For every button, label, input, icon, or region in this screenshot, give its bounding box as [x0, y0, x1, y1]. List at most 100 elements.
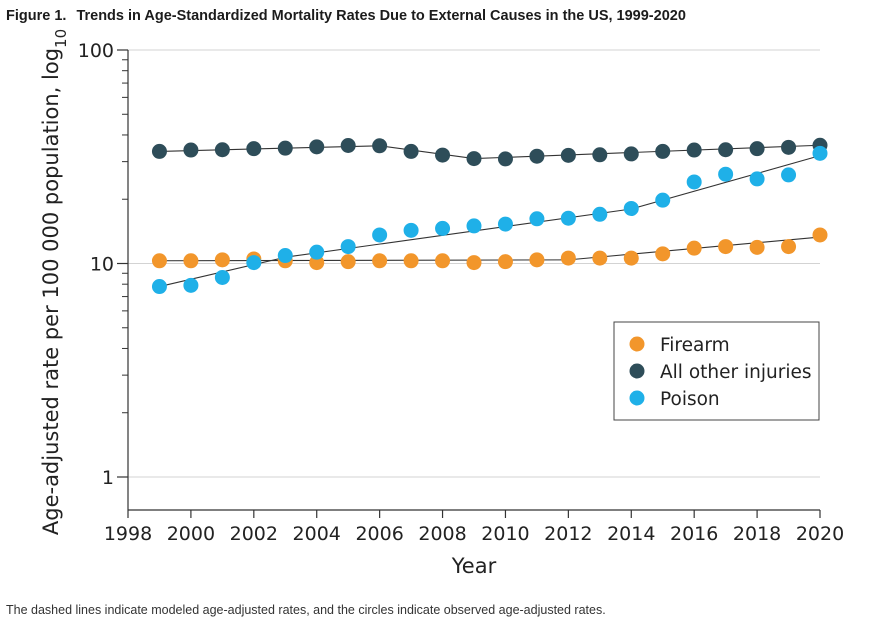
point-poison	[214, 269, 230, 285]
point-poison	[151, 279, 167, 295]
point-poison	[183, 277, 199, 293]
point-poison	[529, 211, 545, 227]
point-all-other-injuries	[151, 143, 167, 159]
point-all-other-injuries	[497, 151, 513, 167]
x-tick-label: 2012	[544, 523, 592, 545]
x-tick-label: 2008	[418, 523, 466, 545]
figure-title: Figure 1. Trends in Age-Standardized Mort…	[6, 8, 686, 24]
legend-marker-all-other-injuries	[629, 363, 645, 379]
legend-label-firearm: Firearm	[660, 335, 730, 356]
model-line-all-other-injuries-3	[473, 144, 821, 160]
point-firearm	[309, 255, 325, 271]
point-poison	[655, 192, 671, 208]
point-all-other-injuries	[529, 148, 545, 164]
point-poison	[560, 210, 576, 226]
point-firearm	[529, 252, 545, 268]
point-firearm	[435, 253, 451, 269]
legend-marker-poison	[629, 390, 645, 406]
x-tick-label: 2018	[733, 523, 781, 545]
figure-caption: The dashed lines indicate modeled age-ad…	[6, 603, 606, 617]
y-tick-label: 10	[90, 254, 114, 276]
point-poison	[435, 220, 451, 236]
point-firearm	[466, 255, 482, 271]
point-all-other-injuries	[781, 139, 797, 155]
point-firearm	[497, 254, 513, 270]
point-poison	[718, 166, 734, 182]
point-firearm	[592, 250, 608, 266]
y-axis-title-main: Age-adjusted rate per 100 000 population…	[39, 48, 63, 535]
legend-marker-firearm	[629, 336, 645, 352]
point-poison	[781, 167, 797, 183]
point-firearm	[151, 253, 167, 269]
point-firearm	[340, 254, 356, 270]
point-poison	[592, 206, 608, 222]
point-firearm	[812, 227, 828, 243]
point-firearm	[655, 246, 671, 262]
x-tick-label: 2020	[796, 523, 844, 545]
point-all-other-injuries	[560, 147, 576, 163]
legend: Firearm All other injuries Poison	[613, 321, 820, 421]
point-all-other-injuries	[403, 143, 419, 159]
point-firearm	[403, 253, 419, 269]
y-axis-title-subscript: 10	[52, 29, 70, 48]
point-poison	[466, 218, 482, 234]
point-all-other-injuries	[686, 142, 702, 158]
point-all-other-injuries	[277, 140, 293, 156]
point-all-other-injuries	[340, 138, 356, 154]
point-poison	[246, 255, 262, 271]
point-firearm	[686, 240, 702, 256]
point-all-other-injuries	[592, 147, 608, 163]
point-firearm	[183, 253, 199, 269]
y-tick-label: 100	[78, 40, 114, 62]
data-points	[151, 137, 828, 295]
point-poison	[309, 244, 325, 260]
x-tick-label: 2006	[355, 523, 403, 545]
point-all-other-injuries	[466, 151, 482, 167]
point-firearm	[749, 239, 765, 255]
point-firearm	[372, 253, 388, 269]
point-all-other-injuries	[309, 139, 325, 155]
x-tick-label: 2000	[167, 523, 215, 545]
point-all-other-injuries	[435, 147, 451, 163]
y-axis-title: Age-adjusted rate per 100 000 population…	[39, 29, 70, 535]
legend-label-all-other-injuries: All other injuries	[660, 362, 811, 383]
x-axis-title: Year	[451, 554, 497, 578]
point-poison	[623, 200, 639, 216]
point-all-other-injuries	[214, 142, 230, 158]
point-firearm	[718, 239, 734, 255]
point-poison	[403, 222, 419, 238]
point-poison	[372, 227, 388, 243]
y-tick-label: 1	[102, 467, 114, 489]
axes: 1 10 100 1998 2000 2002 2004 2006 2008 2010 2012 20…	[78, 40, 844, 545]
point-firearm	[560, 250, 576, 266]
legend-box	[613, 321, 820, 421]
point-poison	[497, 216, 513, 232]
point-all-other-injuries	[718, 142, 734, 158]
point-poison	[277, 248, 293, 264]
figure-label: Figure 1.	[6, 8, 67, 24]
model-line-poison-2	[285, 208, 632, 258]
point-firearm	[623, 250, 639, 266]
figure-title-text: Trends in Age-Standardized Mortality Rat…	[76, 8, 686, 24]
point-all-other-injuries	[655, 143, 671, 159]
point-poison	[340, 239, 356, 255]
x-tick-label: 2004	[293, 523, 341, 545]
point-all-other-injuries	[749, 141, 765, 157]
legend-label-poison: Poison	[660, 389, 720, 410]
x-tick-label: 2014	[607, 523, 655, 545]
point-firearm	[781, 239, 797, 255]
point-poison	[686, 174, 702, 190]
point-all-other-injuries	[246, 141, 262, 157]
model-line-all-other-injuries-2	[379, 145, 475, 160]
point-all-other-injuries	[623, 146, 639, 162]
point-firearm	[214, 252, 230, 268]
point-all-other-injuries	[183, 142, 199, 158]
point-poison	[749, 171, 765, 187]
point-all-other-injuries	[372, 138, 388, 154]
x-tick-label: 2016	[670, 523, 718, 545]
x-tick-label: 2002	[230, 523, 278, 545]
point-poison	[812, 145, 828, 161]
x-tick-label: 2010	[481, 523, 529, 545]
x-tick-label: 1998	[104, 523, 152, 545]
